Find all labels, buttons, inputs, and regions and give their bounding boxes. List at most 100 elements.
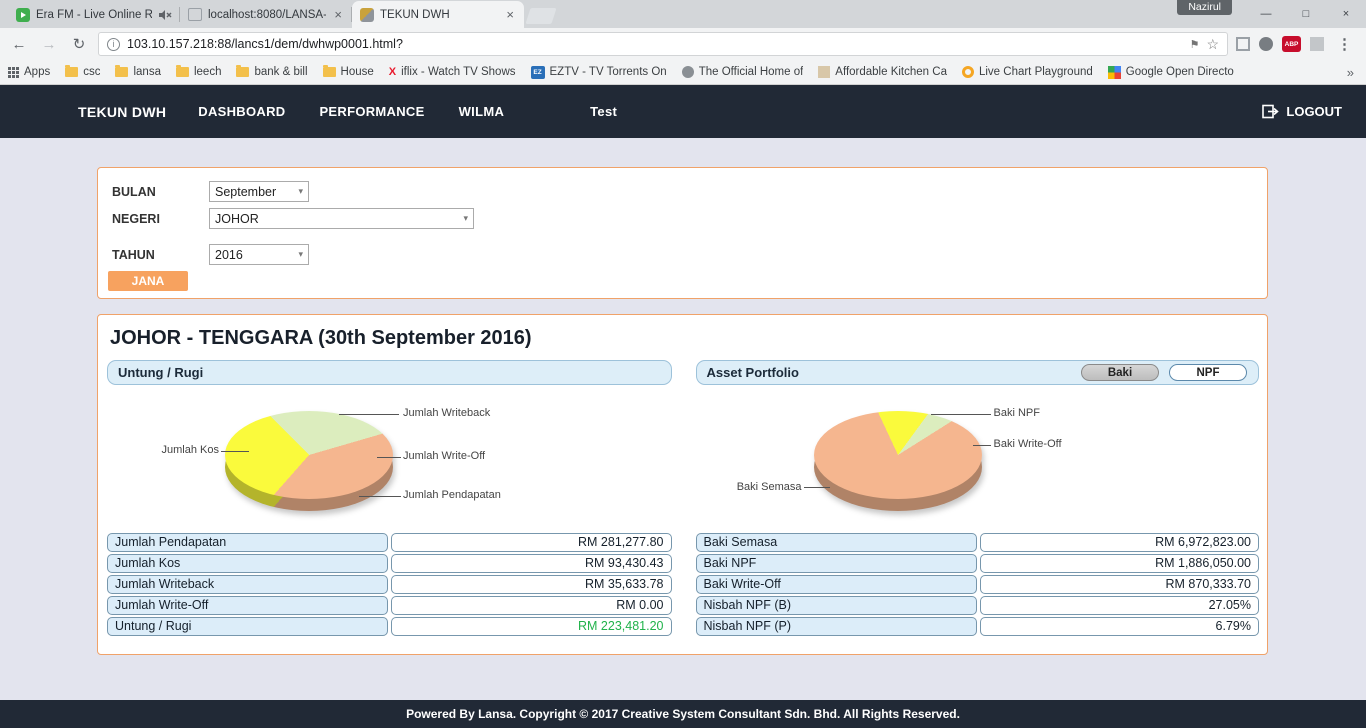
npf-button[interactable]: NPF xyxy=(1169,364,1247,381)
asset-portfolio-card: Asset Portfolio Baki NPF Baki NPF Baki W… xyxy=(696,360,1260,638)
asset-portfolio-table: Baki Semasa RM 6,972,823.00 Baki NPF RM … xyxy=(696,533,1260,636)
bookmark-live-chart[interactable]: Live Chart Playground xyxy=(962,66,1093,78)
negeri-label: NEGERI xyxy=(108,212,209,226)
bookmark-affordable-kitchen[interactable]: Affordable Kitchen Ca xyxy=(818,66,947,78)
chevron-down-icon: ▾ xyxy=(463,213,468,224)
tab-tekun-dwh[interactable]: TEKUN DWH × xyxy=(352,1,524,28)
tab-localhost[interactable]: localhost:8080/LANSA-1 × xyxy=(180,1,352,28)
bookmark-official-home[interactable]: The Official Home of xyxy=(682,66,804,78)
audio-muted-icon[interactable] xyxy=(158,8,172,22)
tab-era-fm[interactable]: Era FM - Live Online R xyxy=(8,1,180,28)
asset-portfolio-chart-zone: Baki NPF Baki Write-Off Baki Semasa xyxy=(696,385,1260,531)
tab-title: TEKUN DWH xyxy=(380,9,498,21)
new-tab-button[interactable] xyxy=(525,8,556,24)
folder-icon xyxy=(236,67,249,77)
tab-title: localhost:8080/LANSA-1 xyxy=(208,9,326,21)
bookmark-folder-csc[interactable]: csc xyxy=(65,66,100,78)
brand-tekun-dwh[interactable]: TEKUN DWH xyxy=(78,104,166,120)
forward-button[interactable]: → xyxy=(38,36,60,53)
untung-rugi-chart-zone: Jumlah Writeback Jumlah Kos Jumlah Write… xyxy=(107,385,672,531)
bulan-select[interactable]: September ▾ xyxy=(209,181,309,202)
bookmark-folder-lansa[interactable]: lansa xyxy=(115,66,161,78)
table-row: Baki NPF RM 1,886,050.00 xyxy=(696,554,1260,573)
bookmarks-overflow-icon[interactable]: » xyxy=(1347,65,1358,80)
callout-line xyxy=(359,496,401,497)
folder-icon xyxy=(176,67,189,77)
bulan-label: BULAN xyxy=(108,185,209,199)
table-row: Nisbah NPF (B) 27.05% xyxy=(696,596,1260,615)
close-button[interactable]: × xyxy=(1326,0,1366,27)
site-favicon xyxy=(818,66,830,78)
nav-item-test[interactable]: Test xyxy=(590,104,617,119)
table-row: Jumlah Pendapatan RM 281,277.80 xyxy=(107,533,672,552)
minimize-button[interactable]: — xyxy=(1246,0,1286,27)
table-row: Baki Semasa RM 6,972,823.00 xyxy=(696,533,1260,552)
bookmark-folder-leech[interactable]: leech xyxy=(176,66,222,78)
flag-icon[interactable]: ⚑ xyxy=(1190,38,1200,51)
bookmark-apps[interactable]: Apps xyxy=(8,66,50,78)
browser-toolbar: ← → ↻ i 103.10.157.218:88/lancs1/dem/dwh… xyxy=(0,28,1366,60)
bookmark-folder-house[interactable]: House xyxy=(323,66,374,78)
iflix-favicon: X xyxy=(389,66,396,78)
page-content: BULAN September ▾ NEGERI JOHOR ▾ TAHUN 2… xyxy=(0,138,1366,700)
nav-item-performance[interactable]: PERFORMANCE xyxy=(319,104,424,119)
tab-close-icon[interactable]: × xyxy=(504,8,516,21)
tab-strip: Era FM - Live Online R localhost:8080/LA… xyxy=(0,0,1366,28)
callout-line xyxy=(221,451,249,452)
logout-button[interactable]: LOGOUT xyxy=(1262,104,1342,119)
main-nav: DASHBOARD PERFORMANCE WILMA Test xyxy=(198,104,617,119)
extension-icon-1[interactable] xyxy=(1236,37,1250,51)
pie-label-baki-npf: Baki NPF xyxy=(994,407,1040,419)
back-button[interactable]: ← xyxy=(8,36,30,53)
negeri-select[interactable]: JOHOR ▾ xyxy=(209,208,474,229)
tahun-select[interactable]: 2016 ▾ xyxy=(209,244,309,265)
table-row: Untung / Rugi RM 223,481.20 xyxy=(107,617,672,636)
page-info-icon[interactable]: i xyxy=(107,38,120,51)
site-favicon xyxy=(682,66,694,78)
tab-close-icon[interactable]: × xyxy=(332,8,344,21)
profile-badge[interactable]: Nazirul xyxy=(1177,0,1232,15)
asset-portfolio-header: Asset Portfolio Baki NPF xyxy=(696,360,1260,385)
extension-icon-2[interactable] xyxy=(1259,37,1273,51)
asset-portfolio-pie-chart xyxy=(814,411,982,511)
adblock-plus-icon[interactable]: ABP xyxy=(1282,36,1301,52)
nav-item-wilma[interactable]: WILMA xyxy=(459,104,505,119)
site-favicon xyxy=(1108,66,1121,79)
folder-icon xyxy=(65,67,78,77)
table-row: Jumlah Writeback RM 35,633.78 xyxy=(107,575,672,594)
jana-button[interactable]: JANA xyxy=(108,271,188,291)
chevron-down-icon: ▾ xyxy=(298,186,303,197)
bookmark-folder-bank-bill[interactable]: bank & bill xyxy=(236,66,307,78)
folder-icon xyxy=(323,67,336,77)
folder-icon xyxy=(115,67,128,77)
bookmark-iflix[interactable]: X iflix - Watch TV Shows xyxy=(389,66,516,78)
browser-chrome: Era FM - Live Online R localhost:8080/LA… xyxy=(0,0,1366,85)
report-title: JOHOR - TENGGARA (30th September 2016) xyxy=(110,327,1259,350)
bookmark-google-directory[interactable]: Google Open Directo xyxy=(1108,66,1234,79)
maximize-button[interactable]: □ xyxy=(1286,0,1326,27)
bookmark-eztv[interactable]: EZ EZTV - TV Torrents On xyxy=(531,66,667,79)
url-text[interactable]: 103.10.157.218:88/lancs1/dem/dwhwp0001.h… xyxy=(127,37,1183,51)
apps-grid-icon xyxy=(8,67,19,78)
callout-line xyxy=(931,414,991,415)
bookmark-star-icon[interactable]: ☆ xyxy=(1206,36,1219,53)
eztv-favicon: EZ xyxy=(531,66,545,79)
baki-button[interactable]: Baki xyxy=(1081,364,1159,381)
tahun-label: TAHUN xyxy=(108,248,209,262)
pie-top xyxy=(225,411,393,499)
extension-icon-3[interactable] xyxy=(1310,37,1324,51)
nav-item-dashboard[interactable]: DASHBOARD xyxy=(198,104,285,119)
bookmarks-bar: Apps csc lansa leech bank & bill House X… xyxy=(0,60,1366,85)
table-row: Jumlah Write-Off RM 0.00 xyxy=(107,596,672,615)
untung-rugi-table: Jumlah Pendapatan RM 281,277.80 Jumlah K… xyxy=(107,533,672,636)
era-fm-favicon xyxy=(16,8,30,22)
untung-rugi-total: RM 223,481.20 xyxy=(391,617,672,636)
pie-top xyxy=(814,411,982,499)
reload-button[interactable]: ↻ xyxy=(68,35,90,53)
address-bar[interactable]: i 103.10.157.218:88/lancs1/dem/dwhwp0001… xyxy=(98,32,1228,56)
chrome-menu-icon[interactable]: ⋮ xyxy=(1333,35,1356,53)
tekun-favicon xyxy=(360,8,374,22)
web-page: TEKUN DWH DASHBOARD PERFORMANCE WILMA Te… xyxy=(0,85,1366,728)
footer: Powered By Lansa. Copyright © 2017 Creat… xyxy=(0,700,1366,728)
extension-bar: ABP ⋮ xyxy=(1236,35,1358,53)
